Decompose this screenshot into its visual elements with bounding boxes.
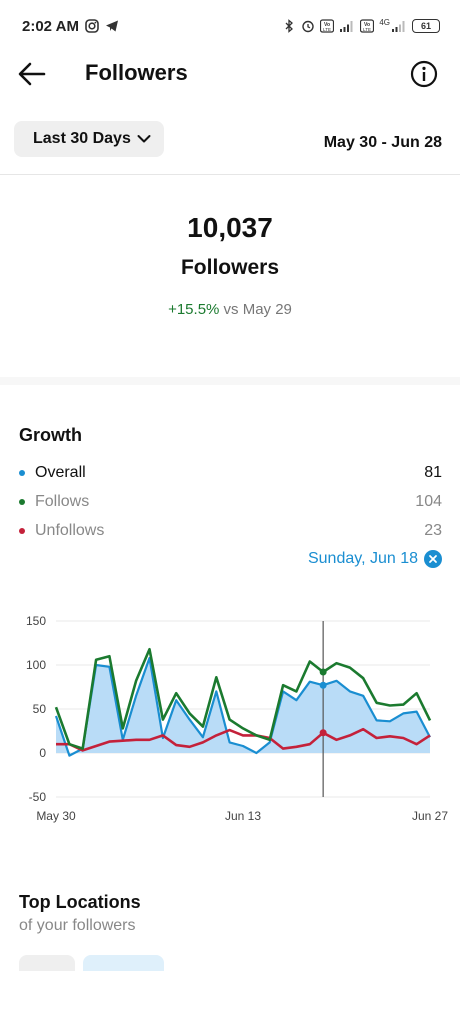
change-percent: +15.5% [168, 301, 220, 318]
legend-label: Overall [35, 464, 86, 481]
legend-follows: Follows 104 [19, 492, 442, 514]
battery-level: 61 [420, 21, 431, 31]
selected-date-chip[interactable]: Sunday, Jun 18 [308, 550, 442, 568]
status-bar: 2:02 AM Vo LTE Vo LTE 4G 61 [0, 0, 460, 56]
y-tick-label: 0 [39, 746, 46, 760]
network-type: 4G [379, 17, 390, 27]
section-divider [0, 377, 460, 385]
divider [0, 174, 460, 175]
legend-unfollows: Unfollows 23 [19, 521, 442, 543]
x-tick-label: May 30 [36, 809, 76, 823]
status-right-icons: Vo LTE Vo LTE 4G 61 [282, 17, 440, 33]
status-left-icons [85, 19, 119, 33]
change-reference: vs May 29 [223, 301, 292, 318]
legend-value: 23 [424, 522, 442, 539]
overall-dot-icon [19, 470, 25, 476]
signal-icon [392, 21, 405, 32]
follows-dot-icon [19, 499, 25, 505]
y-tick-label: 150 [26, 614, 46, 628]
follower-label: Followers [180, 256, 280, 279]
growth-title: Growth [19, 425, 82, 445]
bluetooth-icon [285, 19, 294, 33]
back-arrow-icon[interactable] [16, 60, 48, 88]
legend-value: 104 [415, 493, 442, 510]
status-time: 2:02 AM [22, 18, 79, 35]
date-range-dropdown[interactable]: Last 30 Days [14, 121, 164, 157]
date-range-text: May 30 - Jun 28 [323, 134, 442, 151]
follower-count: 10,037 [187, 212, 273, 243]
svg-text:LTE: LTE [363, 27, 371, 32]
top-locations-title: Top Locations [19, 892, 141, 912]
legend-overall: Overall 81 [19, 463, 442, 485]
svg-text:Vo: Vo [364, 22, 370, 28]
series-line-unfollows [56, 727, 431, 752]
info-icon[interactable] [410, 60, 438, 88]
date-range-dropdown-label: Last 30 Days [33, 130, 131, 147]
series-line-overall [54, 656, 431, 757]
series-line-follows [54, 647, 432, 750]
unfollows-dot-icon [19, 528, 25, 534]
svg-text:Vo: Vo [324, 22, 330, 28]
legend-value: 81 [424, 464, 442, 481]
overall-area [56, 658, 430, 756]
page-title: Followers [85, 60, 188, 85]
top-locations-subtitle: of your followers [19, 917, 136, 934]
selected-date-text: Sunday, Jun 18 [307, 550, 418, 567]
svg-text:LTE: LTE [323, 27, 331, 32]
battery-icon: 61 [412, 19, 440, 33]
telegram-icon [106, 20, 118, 32]
y-tick-label: -50 [29, 790, 47, 804]
selected-point-overall [319, 681, 327, 689]
growth-chart[interactable]: 150 100 50 0 -50 May 30 Jun 13 Jun 27 [0, 605, 460, 830]
follower-change: +15.5% vs May 29 [0, 301, 460, 318]
y-tick-label: 100 [26, 658, 46, 672]
legend-label: Unfollows [35, 522, 105, 539]
header: Followers [0, 56, 460, 92]
alarm-icon [302, 20, 315, 33]
location-tab[interactable] [19, 955, 75, 971]
y-tick-label: 50 [33, 702, 47, 716]
clear-selection-icon[interactable] [424, 550, 442, 568]
x-tick-label: Jun 27 [412, 809, 448, 823]
chevron-down-icon [137, 135, 151, 143]
x-tick-label: Jun 13 [225, 809, 261, 823]
location-tab[interactable] [83, 955, 164, 971]
legend-label: Follows [35, 493, 90, 510]
selected-point-unfollows [319, 729, 327, 737]
selected-point-follows [319, 668, 327, 676]
instagram-icon [85, 19, 99, 33]
signal-icon [340, 21, 353, 32]
